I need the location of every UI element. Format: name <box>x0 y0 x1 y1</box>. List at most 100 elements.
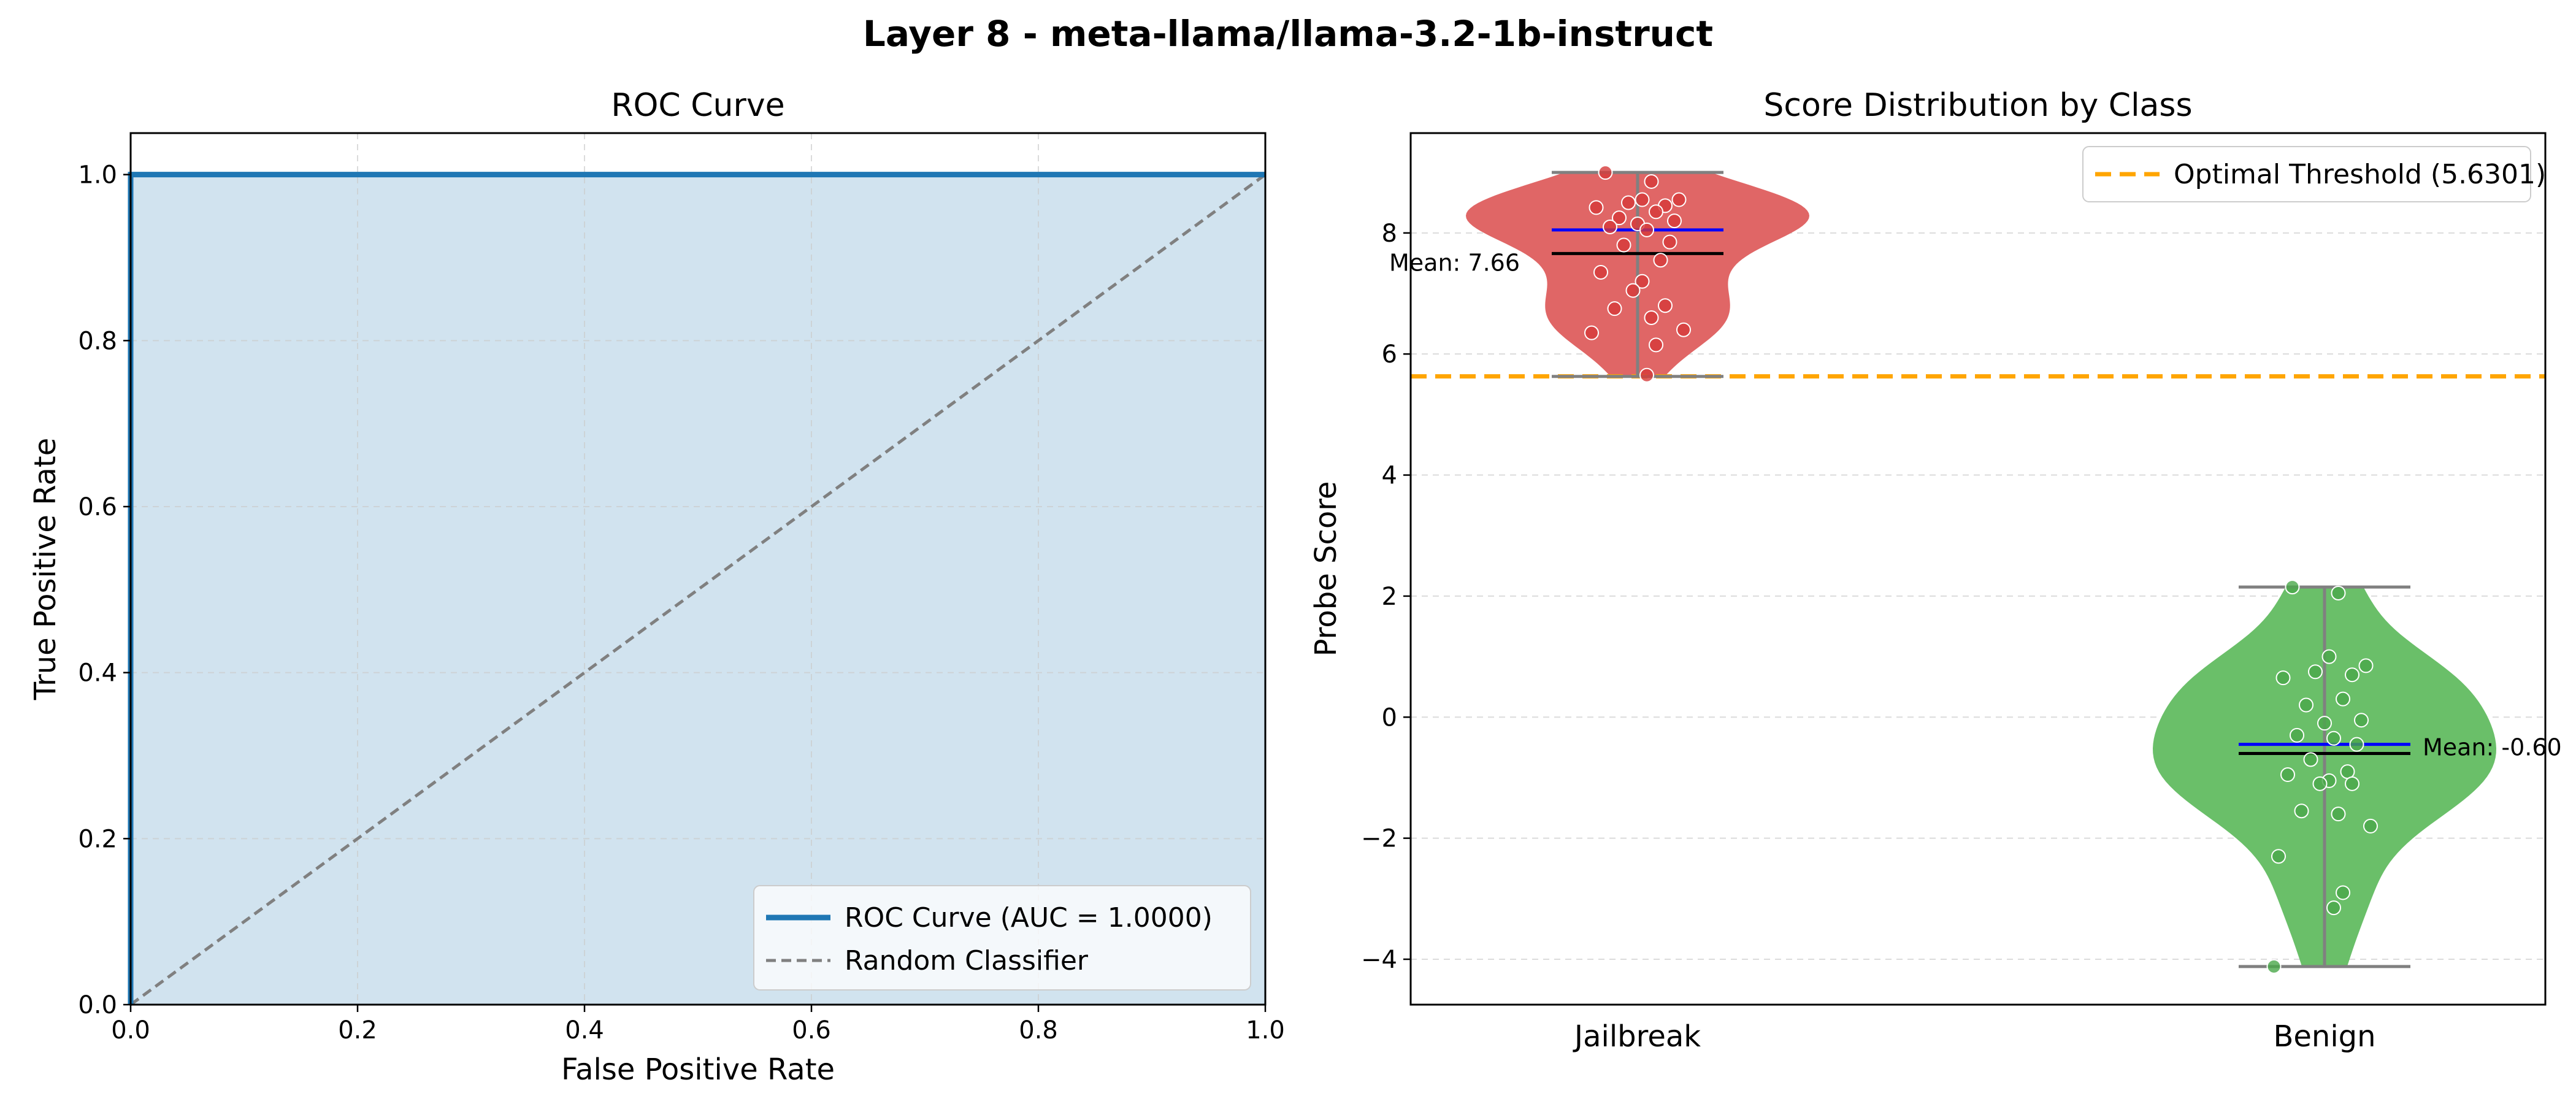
roc-x-tick-label: 0.0 <box>111 1016 150 1045</box>
benign-mean-label: Mean: -0.60 <box>2423 734 2562 761</box>
jailbreak-data-point <box>1603 219 1617 234</box>
roc-chart-title: ROC Curve <box>611 87 784 124</box>
jailbreak-data-point <box>1644 310 1659 325</box>
violin-y-tick-label: −2 <box>1361 825 1397 853</box>
benign-data-point <box>2331 807 2346 822</box>
jailbreak-data-point <box>1593 264 1608 280</box>
benign-data-point <box>2317 716 2332 731</box>
benign-data-point <box>2271 849 2286 864</box>
jailbreak-data-point <box>1649 204 1663 220</box>
roc-legend-box <box>753 885 1251 991</box>
roc-area-fill <box>131 174 1265 1005</box>
roc-y-tick-label: 0.0 <box>78 991 117 1019</box>
benign-data-point <box>2290 727 2304 743</box>
jailbreak-data-point <box>1635 192 1650 207</box>
legend-label-threshold: Optimal Threshold (5.6301) <box>2174 159 2546 190</box>
benign-data-point <box>2349 737 2364 752</box>
roc-x-ticks: 0.0 0.2 0.4 0.6 0.8 1.0 <box>111 1005 1285 1045</box>
jailbreak-mean-label: Mean: 7.66 <box>1389 249 1520 276</box>
benign-data-point <box>2358 658 2374 673</box>
violin-y-tick-label: 2 <box>1382 583 1397 611</box>
benign-data-point <box>2321 649 2337 664</box>
jailbreak-data-point <box>1662 234 1677 250</box>
jailbreak-data-point <box>1625 283 1641 298</box>
benign-x-tick-label: Benign <box>2273 1019 2375 1054</box>
roc-y-ticks: 0.0 0.2 0.4 0.6 0.8 1.0 <box>78 161 131 1019</box>
roc-legend: ROC Curve (AUC = 1.0000) Random Classifi… <box>753 885 1251 991</box>
benign-data-point <box>2336 691 2350 707</box>
benign-data-point <box>2345 776 2359 791</box>
violin-x-ticks: Jailbreak Benign <box>1573 1019 2376 1054</box>
benign-data-point <box>2308 664 2323 680</box>
violin-axes-frame <box>1409 132 2547 1006</box>
violin-legend: Optimal Threshold (5.6301) <box>2082 146 2546 202</box>
jailbreak-data-point <box>1649 337 1663 353</box>
jailbreak-data-point <box>1676 322 1691 337</box>
roc-x-tick-label: 0.4 <box>565 1016 604 1045</box>
score-distribution-panel: Jailbreak Benign −4 −2 0 2 4 6 8 Score Distribu… <box>1309 87 2562 1054</box>
jailbreak-data-point <box>1616 237 1631 253</box>
jailbreak-data-point <box>1639 367 1654 383</box>
roc-y-tick-label: 1.0 <box>78 161 117 190</box>
jailbreak-x-tick-label: Jailbreak <box>1573 1019 1701 1054</box>
benign-data-point <box>2312 776 2328 791</box>
jailbreak-data-point <box>1667 213 1682 229</box>
violin-y-tick-label: −4 <box>1361 946 1397 974</box>
benign-data-point <box>2299 697 2313 713</box>
jailbreak-data-point <box>1607 301 1622 316</box>
jailbreak-data-point <box>1639 222 1654 237</box>
jailbreak-data-point <box>1658 298 1673 313</box>
violin-y-axis-label: Probe Score <box>1309 481 1343 657</box>
benign-data-point <box>2326 730 2341 746</box>
roc-y-tick-label: 0.8 <box>78 327 117 355</box>
violin-y-ticks: −4 −2 0 2 4 6 8 <box>1361 220 1411 974</box>
benign-data-point <box>2326 900 2341 916</box>
random-classifier-line <box>129 173 1267 1006</box>
violin-y-tick-label: 6 <box>1382 340 1397 369</box>
benign-data-point <box>2363 818 2378 834</box>
roc-y-tick-label: 0.6 <box>78 493 117 521</box>
benign-data-point <box>2294 803 2309 819</box>
roc-curve-panel: 0.0 0.2 0.4 0.6 0.8 1.0 0.0 0.2 0.4 0.6 0.8 1.0 RO… <box>28 87 1285 1087</box>
roc-y-tick-label: 0.2 <box>78 825 117 853</box>
benign-data-point <box>2345 667 2359 683</box>
benign-data-point <box>2336 885 2350 900</box>
violin-legend-box <box>2082 146 2531 202</box>
jailbreak-data-point <box>1589 200 1604 215</box>
jailbreak-data-point <box>1653 253 1668 268</box>
violin-chart-title: Score Distribution by Class <box>1763 87 2192 124</box>
benign-data-point <box>2285 580 2300 595</box>
violin-data-points <box>1584 165 2378 974</box>
roc-x-tick-label: 0.8 <box>1019 1016 1058 1045</box>
figure-title: Layer 8 - meta-llama/llama-3.2-1b-instru… <box>863 13 1713 55</box>
benign-data-point <box>2331 585 2346 600</box>
benign-data-point <box>2266 959 2282 974</box>
roc-x-axis-label: False Positive Rate <box>561 1052 835 1087</box>
roc-axes-frame <box>129 132 1267 1006</box>
legend-label-roc-curve: ROC Curve (AUC = 1.0000) <box>845 902 1213 933</box>
jailbreak-data-point <box>1644 174 1659 189</box>
benign-data-point <box>2354 713 2369 728</box>
roc-y-tick-label: 0.4 <box>78 659 117 688</box>
jailbreak-data-point <box>1621 195 1636 210</box>
benign-data-point <box>2275 670 2291 686</box>
roc-y-axis-label: True Positive Rate <box>28 438 63 701</box>
jailbreak-data-point <box>1584 325 1599 340</box>
jailbreak-data-point <box>1598 165 1613 180</box>
benign-data-point <box>2303 752 2318 767</box>
roc-x-tick-label: 0.2 <box>338 1016 377 1045</box>
violin-y-tick-label: 4 <box>1382 462 1397 490</box>
legend-label-random-classifier: Random Classifier <box>845 945 1089 976</box>
benign-data-point <box>2340 764 2355 780</box>
roc-x-tick-label: 1.0 <box>1246 1016 1285 1045</box>
jailbreak-data-point <box>1612 210 1627 226</box>
violin-stat-lines <box>1552 171 2410 968</box>
benign-data-point <box>2280 767 2295 783</box>
violin-bodies <box>1466 172 2496 967</box>
violin-y-tick-label: 8 <box>1382 220 1397 248</box>
jailbreak-data-point <box>1671 192 1687 207</box>
jailbreak-data-point <box>1635 274 1650 289</box>
roc-x-tick-label: 0.6 <box>792 1016 831 1045</box>
violin-y-tick-label: 0 <box>1382 703 1397 732</box>
